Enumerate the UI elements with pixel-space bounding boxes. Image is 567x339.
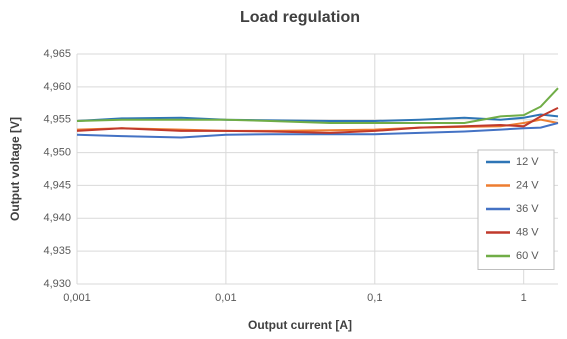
y-tick-label: 4,960 bbox=[43, 81, 71, 93]
chart-title: Load regulation bbox=[240, 9, 360, 26]
data-line bbox=[76, 87, 559, 124]
y-tick-label: 4,950 bbox=[43, 146, 71, 158]
x-tick-label: 0,001 bbox=[63, 292, 91, 304]
x-tick-label: 1 bbox=[521, 292, 527, 304]
data-line bbox=[76, 107, 559, 134]
x-axis-title: Output current [A] bbox=[248, 318, 352, 332]
x-tick-label: 0,1 bbox=[367, 292, 382, 304]
legend-label: 60 V bbox=[516, 250, 539, 262]
data-line bbox=[76, 122, 559, 139]
y-tick-label: 4,945 bbox=[43, 179, 71, 191]
y-tick-label: 4,965 bbox=[43, 48, 71, 60]
data-line bbox=[76, 113, 559, 122]
legend-label: 12 V bbox=[516, 156, 539, 168]
x-tick-label: 0,01 bbox=[215, 292, 236, 304]
y-axis-title: Output voltage [V] bbox=[8, 117, 22, 221]
data-line bbox=[76, 118, 559, 132]
legend-label: 48 V bbox=[516, 226, 539, 238]
legend-label: 36 V bbox=[516, 203, 539, 215]
y-tick-label: 4,930 bbox=[43, 278, 71, 290]
y-tick-label: 4,955 bbox=[43, 114, 71, 126]
y-tick-label: 4,935 bbox=[43, 245, 71, 257]
legend-label: 24 V bbox=[516, 179, 539, 191]
y-tick-label: 4,940 bbox=[43, 212, 71, 224]
